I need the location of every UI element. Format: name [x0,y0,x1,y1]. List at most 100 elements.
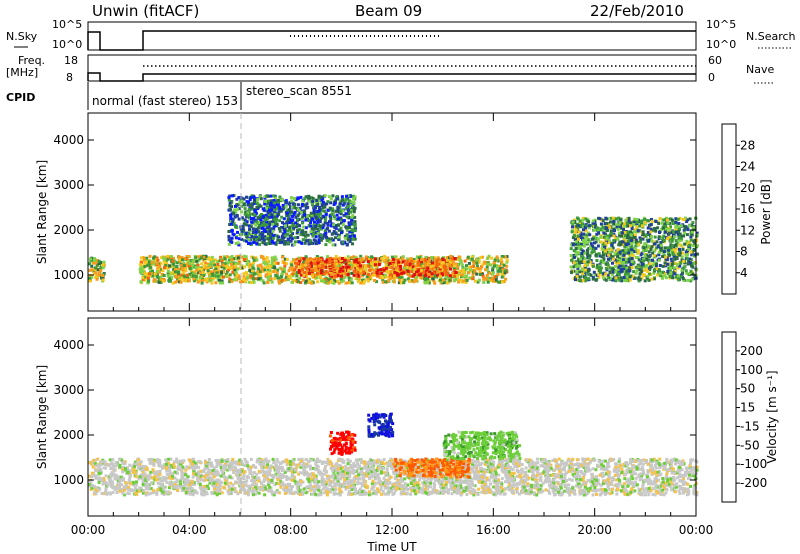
echo-cell [175,265,179,268]
echo-cell [330,237,334,241]
echo-cell [622,276,626,279]
echo-cell [393,255,397,259]
echo-cell [504,269,508,273]
echo-cell [159,268,162,272]
echo-cell [333,272,337,276]
echo-cell [211,274,215,278]
echo-cell [458,269,462,273]
echo-cell [272,259,276,263]
echo-cell [276,276,280,280]
echo-cell [464,275,468,279]
echo-cell [396,259,400,263]
echo-cell [324,262,328,266]
echo-cell [255,202,259,206]
echo-cell [274,220,278,224]
echo-cell [150,274,154,278]
echo-cell [589,246,592,250]
echo-cell [231,219,235,223]
echo-cell [424,262,428,266]
echo-cell [690,223,694,227]
echo-cell [251,264,255,267]
echo-cell [281,203,285,207]
echo-cell [616,250,619,254]
echo-cell [652,253,656,257]
echo-cell [489,263,493,267]
echo-cell [273,206,276,210]
echo-cell [316,261,320,265]
echo-cell [396,273,399,277]
echo-cell [228,204,232,208]
echo-cell [233,208,236,212]
echo-cell [255,230,258,234]
echo-cell [278,229,282,233]
echo-cell [420,260,424,264]
echo-cell [338,257,341,261]
echo-cell [475,264,479,268]
echo-cell [392,472,396,475]
echo-cell [619,218,623,222]
echo-cell [178,260,182,264]
echo-cell [247,232,251,236]
echo-cell [335,213,339,217]
echo-cell [614,278,618,282]
echo-cell [678,264,682,268]
echo-cell [283,232,287,235]
echo-cell [645,247,649,251]
echo-cell [289,230,293,234]
echo-cell [618,278,622,282]
echo-cell [254,228,258,232]
echo-cell [650,218,653,221]
echo-cell [275,217,278,221]
echo-cell [695,234,699,238]
echo-cell [138,263,142,267]
echo-cell [275,274,279,278]
echo-cell [605,221,609,225]
echo-cell [680,258,684,262]
echo-cell [310,266,314,270]
echo-cell [273,196,277,200]
echo-cell [587,277,591,281]
echo-cell [623,233,627,237]
echo-cell [325,258,329,262]
echo-cell [288,276,292,280]
echo-cell [635,220,639,224]
echo-cell [637,276,641,280]
echo-cell [671,244,675,248]
echo-cell [602,257,606,261]
echo-cell [260,265,264,269]
echo-cell [662,250,666,254]
echo-cell [316,272,319,276]
echo-cell [359,269,363,273]
echo-cell [611,216,615,220]
echo-cell [642,458,646,462]
echo-cell [302,273,306,277]
echo-cell [470,257,474,261]
echo-cell [484,268,487,272]
echo-cell [326,200,330,204]
echo-cell [437,259,441,263]
echo-cell [352,461,356,465]
echo-cell [296,217,299,221]
echo-cell [483,260,487,264]
echo-cell [187,260,190,264]
echo-cell [270,232,274,236]
echo-cell [359,254,363,258]
echo-cell [656,226,660,230]
echo-cell [97,271,101,275]
echo-cell [347,259,351,263]
echo-cell [339,217,343,221]
echo-cell [603,232,607,236]
echo-cell [97,262,101,266]
echo-cell [350,271,354,275]
echo-cell [690,277,694,281]
echo-cell [309,241,313,245]
echo-cell [348,234,352,238]
echo-cell [147,276,150,280]
echo-cell [603,235,607,239]
echo-cell [276,198,280,202]
echo-cell [154,279,158,283]
echo-cell [629,239,633,243]
echo-cell [348,240,352,244]
echo-cell [419,268,423,272]
echo-cell [457,255,461,259]
